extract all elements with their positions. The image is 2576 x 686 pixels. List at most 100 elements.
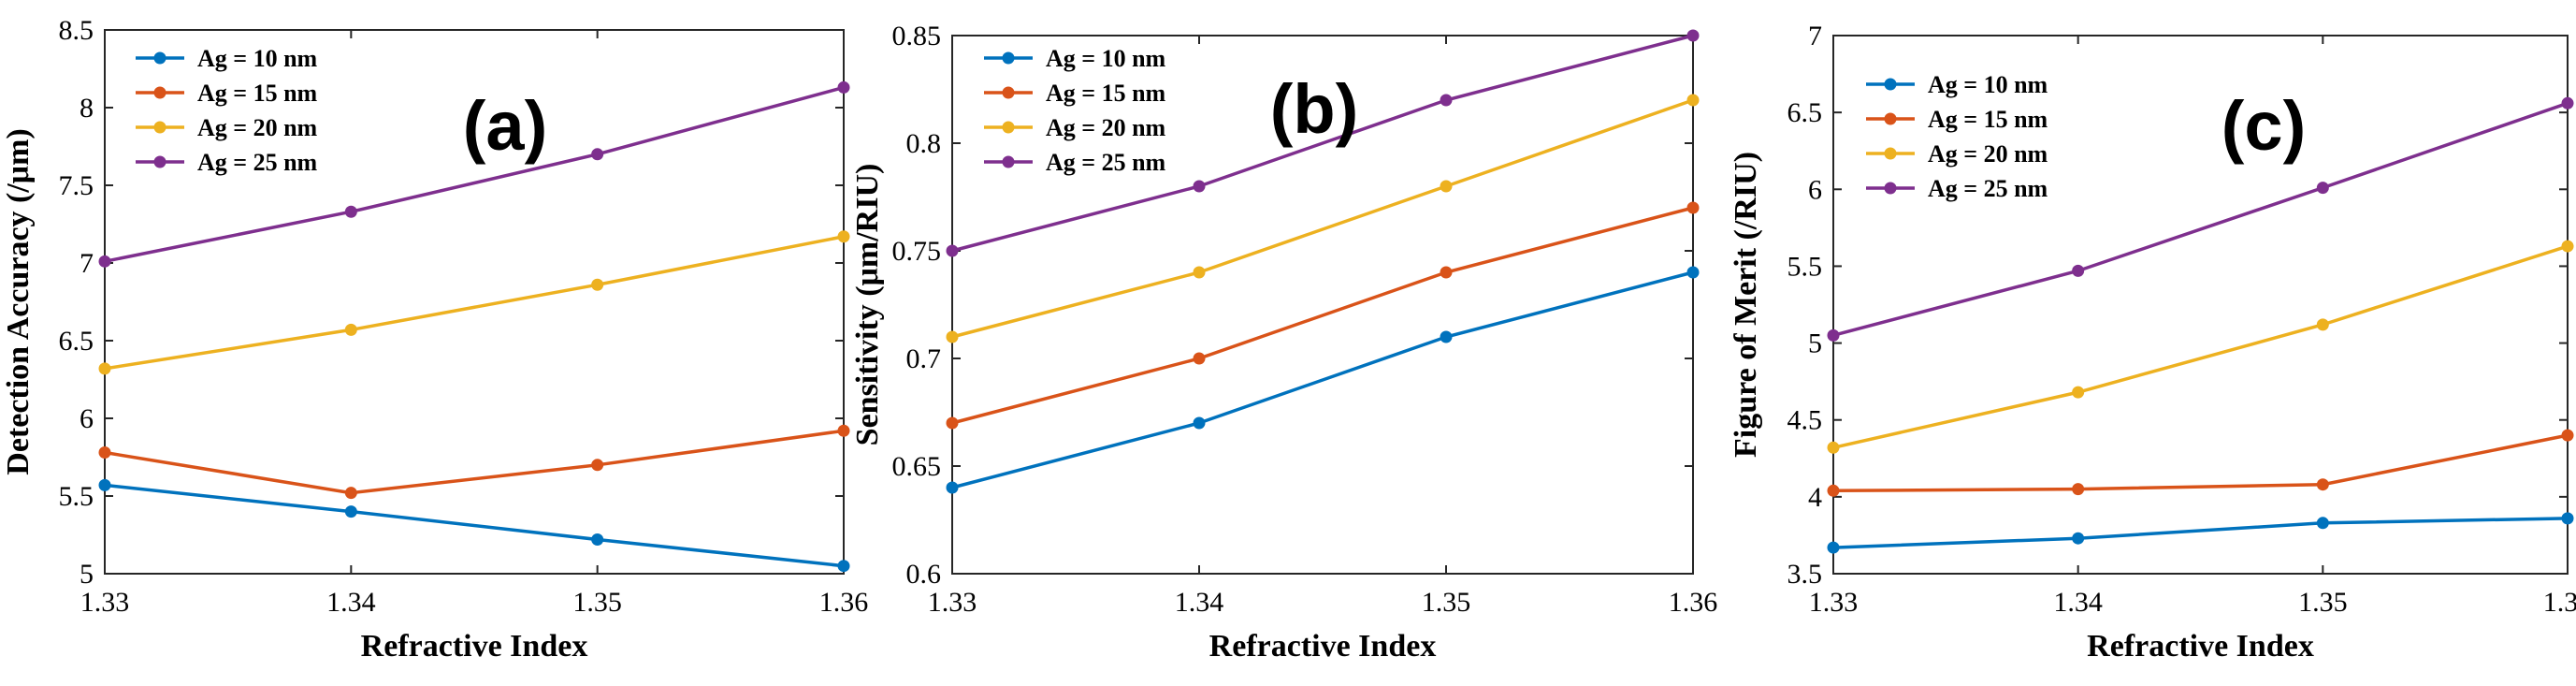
data-point [1193,266,1206,279]
data-point [946,244,959,257]
data-point [2072,532,2085,545]
series-line-3 [951,98,1694,339]
y-tick-label: 5 [1808,328,1822,359]
x-tick-label: 1.36 [2543,587,2576,618]
chart-panel-3: 3.5 4 4.5 5 5.5 6 6.5 7 1.33 1.34 1.35 1.36 Refracti… [1729,21,2576,664]
legend-marker [1884,78,1897,91]
y-tick-label: 8 [80,93,94,124]
legend-marker [1002,51,1015,65]
y-tick-label: 5.5 [1787,251,1823,282]
data-point [2316,517,2329,530]
series-line-4 [104,85,845,264]
data-point [1827,441,1840,454]
legend-label: Ag = 10 nm [197,45,318,72]
data-point [98,478,111,491]
axes-box [1832,35,2569,575]
data-point [1193,416,1206,430]
x-axis-label: Refractive Index [1209,629,1437,664]
series-line-1 [1832,517,2569,549]
y-axis-label: Detection Accuracy (/μm) [1,128,36,474]
x-tick-label: 1.34 [2053,587,2103,618]
data-point [1827,541,1840,554]
data-point [946,416,959,430]
data-point [344,487,357,500]
y-axis-label: Sensitivity (μm/RIU) [850,164,885,446]
legend-label: Ag = 15 nm [197,80,318,107]
y-tick-label: 0.7 [906,343,942,374]
x-tick-label: 1.33 [80,587,130,618]
data-point [1440,266,1453,279]
axes-box [951,35,1694,575]
legend-label: Ag = 25 nm [1046,149,1166,176]
series-line-3 [104,235,845,371]
data-point [1440,330,1453,343]
legend-marker [153,86,166,99]
data-point [2072,264,2085,277]
y-tick-label: 3.5 [1787,559,1823,590]
data-point [2072,386,2085,399]
x-tick-label: 1.34 [326,587,376,618]
legend-label: Ag = 20 nm [1928,140,2048,168]
data-point [2072,483,2085,496]
x-tick-label: 1.35 [1422,587,1471,618]
series-line-2 [1832,433,2569,493]
data-point [344,505,357,518]
data-point [591,533,604,546]
legend-label: Ag = 25 nm [1928,175,2048,202]
y-tick-label: 6.5 [59,326,94,357]
data-point [344,205,357,218]
data-point [946,330,959,343]
legend: Ag = 10 nm Ag = 15 nm Ag = 20 nm Ag = 25 nm [136,45,318,176]
x-tick-label: 1.36 [819,587,869,618]
series-line-2 [951,206,1694,425]
data-point [591,459,604,472]
x-tick-label: 1.36 [1669,587,1718,618]
y-tick-label: 4 [1808,482,1822,513]
y-tick-label: 5 [80,559,94,590]
series-line-3 [1832,244,2569,449]
legend: Ag = 10 nm Ag = 15 nm Ag = 20 nm Ag = 25 nm [984,45,1166,176]
data-point [946,481,959,494]
data-point [591,148,604,161]
series-line-2 [104,429,845,495]
data-point [1193,352,1206,365]
series-line-4 [1832,101,2569,338]
legend-marker [1884,182,1897,195]
legend-marker [153,121,166,134]
x-tick-label: 1.33 [928,587,977,618]
legend: Ag = 10 nm Ag = 15 nm Ag = 20 nm Ag = 25 nm [1866,71,2048,202]
legend-label: Ag = 15 nm [1046,80,1166,107]
data-point [2561,240,2574,253]
data-point [2316,318,2329,331]
data-point [1440,180,1453,193]
y-tick-label: 0.75 [892,236,942,267]
legend-label: Ag = 20 nm [197,114,318,141]
chart-panel-1: 5 5.5 6 6.5 7 7.5 8 8.5 1.33 1.34 1.35 1.36 Refracti… [1,15,868,664]
y-tick-label: 4.5 [1787,405,1823,436]
data-point [1686,201,1700,214]
panel-label: (b) [1270,70,1359,148]
y-tick-label: 5.5 [59,481,94,512]
y-tick-label: 6.5 [1787,97,1823,128]
y-tick-label: 7 [1808,21,1822,51]
data-point [837,424,850,437]
legend-marker [1002,121,1015,134]
y-tick-label: 0.6 [906,559,942,590]
data-point [2316,182,2329,195]
data-point [344,323,357,336]
data-point [1686,29,1700,42]
chart-panel-2: 0.6 0.65 0.7 0.75 0.8 0.85 1.33 1.34 1.35 1.36 Ref… [850,21,1717,664]
legend-marker [1002,155,1015,168]
legend-label: Ag = 10 nm [1046,45,1166,72]
data-point [1440,94,1453,107]
series-line-1 [104,483,845,568]
series-line-1 [951,270,1694,489]
data-point [1827,328,1840,342]
y-tick-label: 7.5 [59,170,94,201]
data-point [2316,478,2329,491]
y-tick-label: 0.85 [892,21,942,51]
y-tick-label: 0.65 [892,451,942,482]
legend-marker [153,51,166,65]
data-point [2561,429,2574,442]
